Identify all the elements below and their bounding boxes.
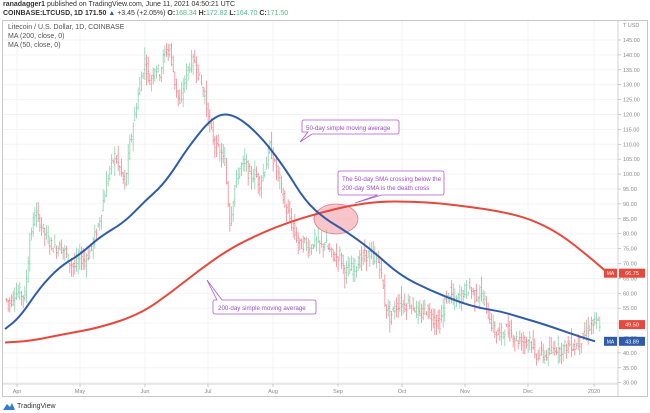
callout-sma200: 200-day simple moving average xyxy=(206,279,317,315)
close-value: 171.50 xyxy=(266,10,289,17)
ma-tag: MA xyxy=(607,271,615,277)
brand-text: TradingView xyxy=(17,402,56,410)
price-label-value: 49.50 xyxy=(625,323,639,329)
legend-title: Litecoin / U.S. Dollar, 1D, COINBASE xyxy=(8,24,125,31)
y-tick-label: 145.00 xyxy=(623,38,640,44)
callout-death-cross-line1: The 50-day SMA crossing below the xyxy=(342,176,442,183)
open-label: O: xyxy=(167,10,176,17)
callout-sma50: 50-day simple moving average xyxy=(299,119,400,143)
y-tick-label: 115.00 xyxy=(623,127,639,133)
last-price: 171.50 xyxy=(84,10,107,17)
x-tick-label: Sep xyxy=(333,389,343,395)
ma200-line[interactable] xyxy=(4,200,609,344)
y-unit-label: T USD xyxy=(623,23,639,29)
publish-info: ranadagger1 published on TradingView.com… xyxy=(3,1,235,8)
symbol-ohlc-line: COINBASE:LTCUSD, 1D 171.50 ▲ +3.45 (+2.0… xyxy=(3,10,288,17)
low-label: L: xyxy=(229,10,236,17)
price-axis[interactable]: 145.00 140.00 135.00 130.00 125.00 120.00 115.… xyxy=(617,21,640,396)
x-tick-label: May xyxy=(75,389,86,395)
callout-death-cross: The 50-day SMA crossing below the 200-da… xyxy=(337,170,445,204)
x-tick-label: Jun xyxy=(141,389,150,395)
callout-death-cross-line2: 200-day SMA is the death cross xyxy=(342,185,429,192)
up-arrow-icon: ▲ xyxy=(108,10,116,17)
y-tick-label: 65.00 xyxy=(623,276,637,282)
y-tick-label: 105.00 xyxy=(623,157,640,163)
y-tick-label: 90.00 xyxy=(623,202,637,208)
y-tick-label: 55.00 xyxy=(623,306,637,312)
chart-frame xyxy=(2,20,648,397)
y-tick-label: 125.00 xyxy=(623,98,640,104)
legend-ma200[interactable]: MA (200, close, 0) xyxy=(8,33,65,40)
y-tick-label: 130.00 xyxy=(623,83,640,89)
price-label-value: 43.89 xyxy=(625,339,639,345)
tradingview-brand[interactable]: TradingView xyxy=(3,402,56,410)
high-label: H: xyxy=(198,10,206,17)
y-tick-label: 120.00 xyxy=(623,113,640,119)
x-tick-label: 2020 xyxy=(588,389,600,395)
y-tick-label: 110.00 xyxy=(623,142,639,148)
y-tick-label: 100.00 xyxy=(623,172,640,178)
y-tick-label: 60.00 xyxy=(623,291,637,297)
change-value: +3.45 (+2.05%) xyxy=(117,10,166,17)
tradingview-logo-icon xyxy=(3,403,15,410)
x-tick-label: Jul xyxy=(204,389,211,395)
high-value: 172.82 xyxy=(205,10,228,17)
x-tick-label: Aug xyxy=(268,389,278,395)
ohlc-bars xyxy=(5,43,601,367)
y-tick-label: 85.00 xyxy=(623,217,637,223)
price-labels: MA 66.75 49.50 MA 43.89 xyxy=(604,268,645,346)
x-tick-label: Apr xyxy=(13,389,22,395)
time-axis[interactable]: Apr May Jun Jul Aug Sep Oct Nov Dec 2020 xyxy=(3,383,618,395)
price-label-value: 66.75 xyxy=(625,271,639,277)
callout-sma50-text: 50-day simple moving average xyxy=(306,125,391,132)
y-tick-label: 75.00 xyxy=(623,247,637,253)
open-value: 168.34 xyxy=(175,10,197,17)
y-tick-label: 80.00 xyxy=(623,232,637,238)
y-tick-label: 40.00 xyxy=(623,351,637,357)
ma50-line[interactable] xyxy=(4,113,596,343)
symbol-label: COINBASE:LTCUSD, 1D xyxy=(3,10,83,17)
published-text: published on TradingView.com, June 11, 2… xyxy=(46,1,236,8)
y-tick-label: 35.00 xyxy=(623,366,637,372)
close-label: C: xyxy=(259,10,267,17)
y-tick-label: 140.00 xyxy=(623,53,640,59)
author-name[interactable]: ranadagger1 xyxy=(3,1,46,8)
x-tick-label: Oct xyxy=(398,389,407,395)
x-tick-label: Dec xyxy=(523,389,533,395)
chart-legend: Litecoin / U.S. Dollar, 1D, COINBASE MA … xyxy=(8,23,124,50)
x-tick-label: Nov xyxy=(460,389,470,395)
callout-sma200-text: 200-day simple moving average xyxy=(218,305,306,312)
legend-ma50[interactable]: MA (50, close, 0) xyxy=(8,42,61,49)
ma-tag: MA xyxy=(607,339,615,345)
grid-lines xyxy=(3,21,618,384)
y-tick-label: 30.00 xyxy=(623,381,637,387)
low-value: 164.70 xyxy=(235,10,258,17)
y-tick-label: 70.00 xyxy=(623,262,637,268)
y-tick-label: 95.00 xyxy=(623,187,637,193)
y-tick-label: 135.00 xyxy=(623,68,640,74)
